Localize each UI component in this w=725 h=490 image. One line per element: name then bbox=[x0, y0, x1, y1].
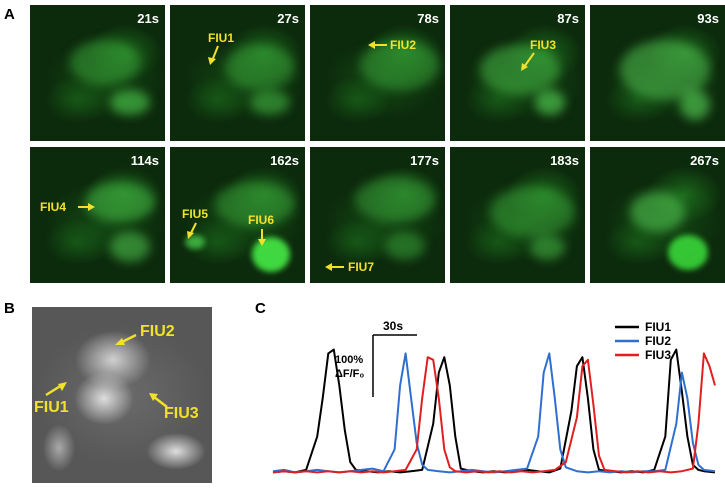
timestamp: 93s bbox=[697, 11, 719, 26]
fiu-label: FIU1 bbox=[34, 399, 69, 416]
image-tile: 27s FIU1 bbox=[170, 5, 305, 141]
image-tile: 177s FIU7 bbox=[310, 147, 445, 283]
timestamp: 177s bbox=[410, 153, 439, 168]
arrow-icon bbox=[325, 263, 344, 271]
scale-amp-unit: ΔF/F₀ bbox=[335, 368, 364, 380]
timestamp: 267s bbox=[690, 153, 719, 168]
image-tile: 87s FIU3 bbox=[450, 5, 585, 141]
image-tile: 21s bbox=[30, 5, 165, 141]
image-tile: 267s bbox=[590, 147, 725, 283]
fiu-label: FIU3 bbox=[164, 405, 199, 422]
fiu-label: FIU4 bbox=[40, 200, 67, 214]
fiu-label: FIU5 bbox=[182, 207, 209, 221]
arrow-icon bbox=[78, 203, 95, 211]
grayscale-image: FIU2 FIU1 FIU3 bbox=[32, 307, 212, 483]
panel-label-a: A bbox=[4, 6, 15, 23]
timestamp: 183s bbox=[550, 153, 579, 168]
timestamp: 78s bbox=[417, 11, 439, 26]
timestamp: 21s bbox=[137, 11, 159, 26]
traces bbox=[272, 348, 716, 474]
image-tile: 93s bbox=[590, 5, 725, 141]
panel-label-c: C bbox=[255, 300, 266, 317]
arrow-icon bbox=[187, 222, 266, 246]
image-tile: 183s bbox=[450, 147, 585, 283]
timestamp: 162s bbox=[270, 153, 299, 168]
image-tile: 78s FIU2 bbox=[310, 5, 445, 141]
timestamp: 87s bbox=[557, 11, 579, 26]
legend-label: FIU3 bbox=[645, 348, 671, 362]
fiu-label: FIU2 bbox=[390, 38, 417, 52]
scale-bar: 30s 100% ΔF/F₀ bbox=[335, 319, 417, 397]
fiu-label: FIU6 bbox=[248, 213, 275, 227]
arrow-icon bbox=[368, 41, 387, 49]
fiu-label: FIU1 bbox=[208, 31, 235, 45]
image-tile: 162s FIU5 FIU6 bbox=[170, 147, 305, 283]
legend-label: FIU1 bbox=[645, 320, 671, 334]
fiu-label: FIU2 bbox=[140, 323, 175, 340]
timestamp: 114s bbox=[130, 153, 159, 168]
fiu-label: FIU3 bbox=[530, 38, 557, 52]
arrow-icon bbox=[521, 52, 535, 71]
scale-time-label: 30s bbox=[383, 319, 403, 333]
scale-amp-label: 100% bbox=[335, 354, 363, 366]
legend-label: FIU2 bbox=[645, 334, 671, 348]
trace-fiu3 bbox=[272, 352, 716, 474]
arrow-icon bbox=[45, 333, 168, 408]
timestamp: 27s bbox=[277, 11, 299, 26]
image-tile: 114s FIU4 bbox=[30, 147, 165, 283]
fiu-label: FIU7 bbox=[348, 260, 375, 274]
arrow-icon bbox=[208, 45, 219, 65]
panel-label-b: B bbox=[4, 300, 15, 317]
